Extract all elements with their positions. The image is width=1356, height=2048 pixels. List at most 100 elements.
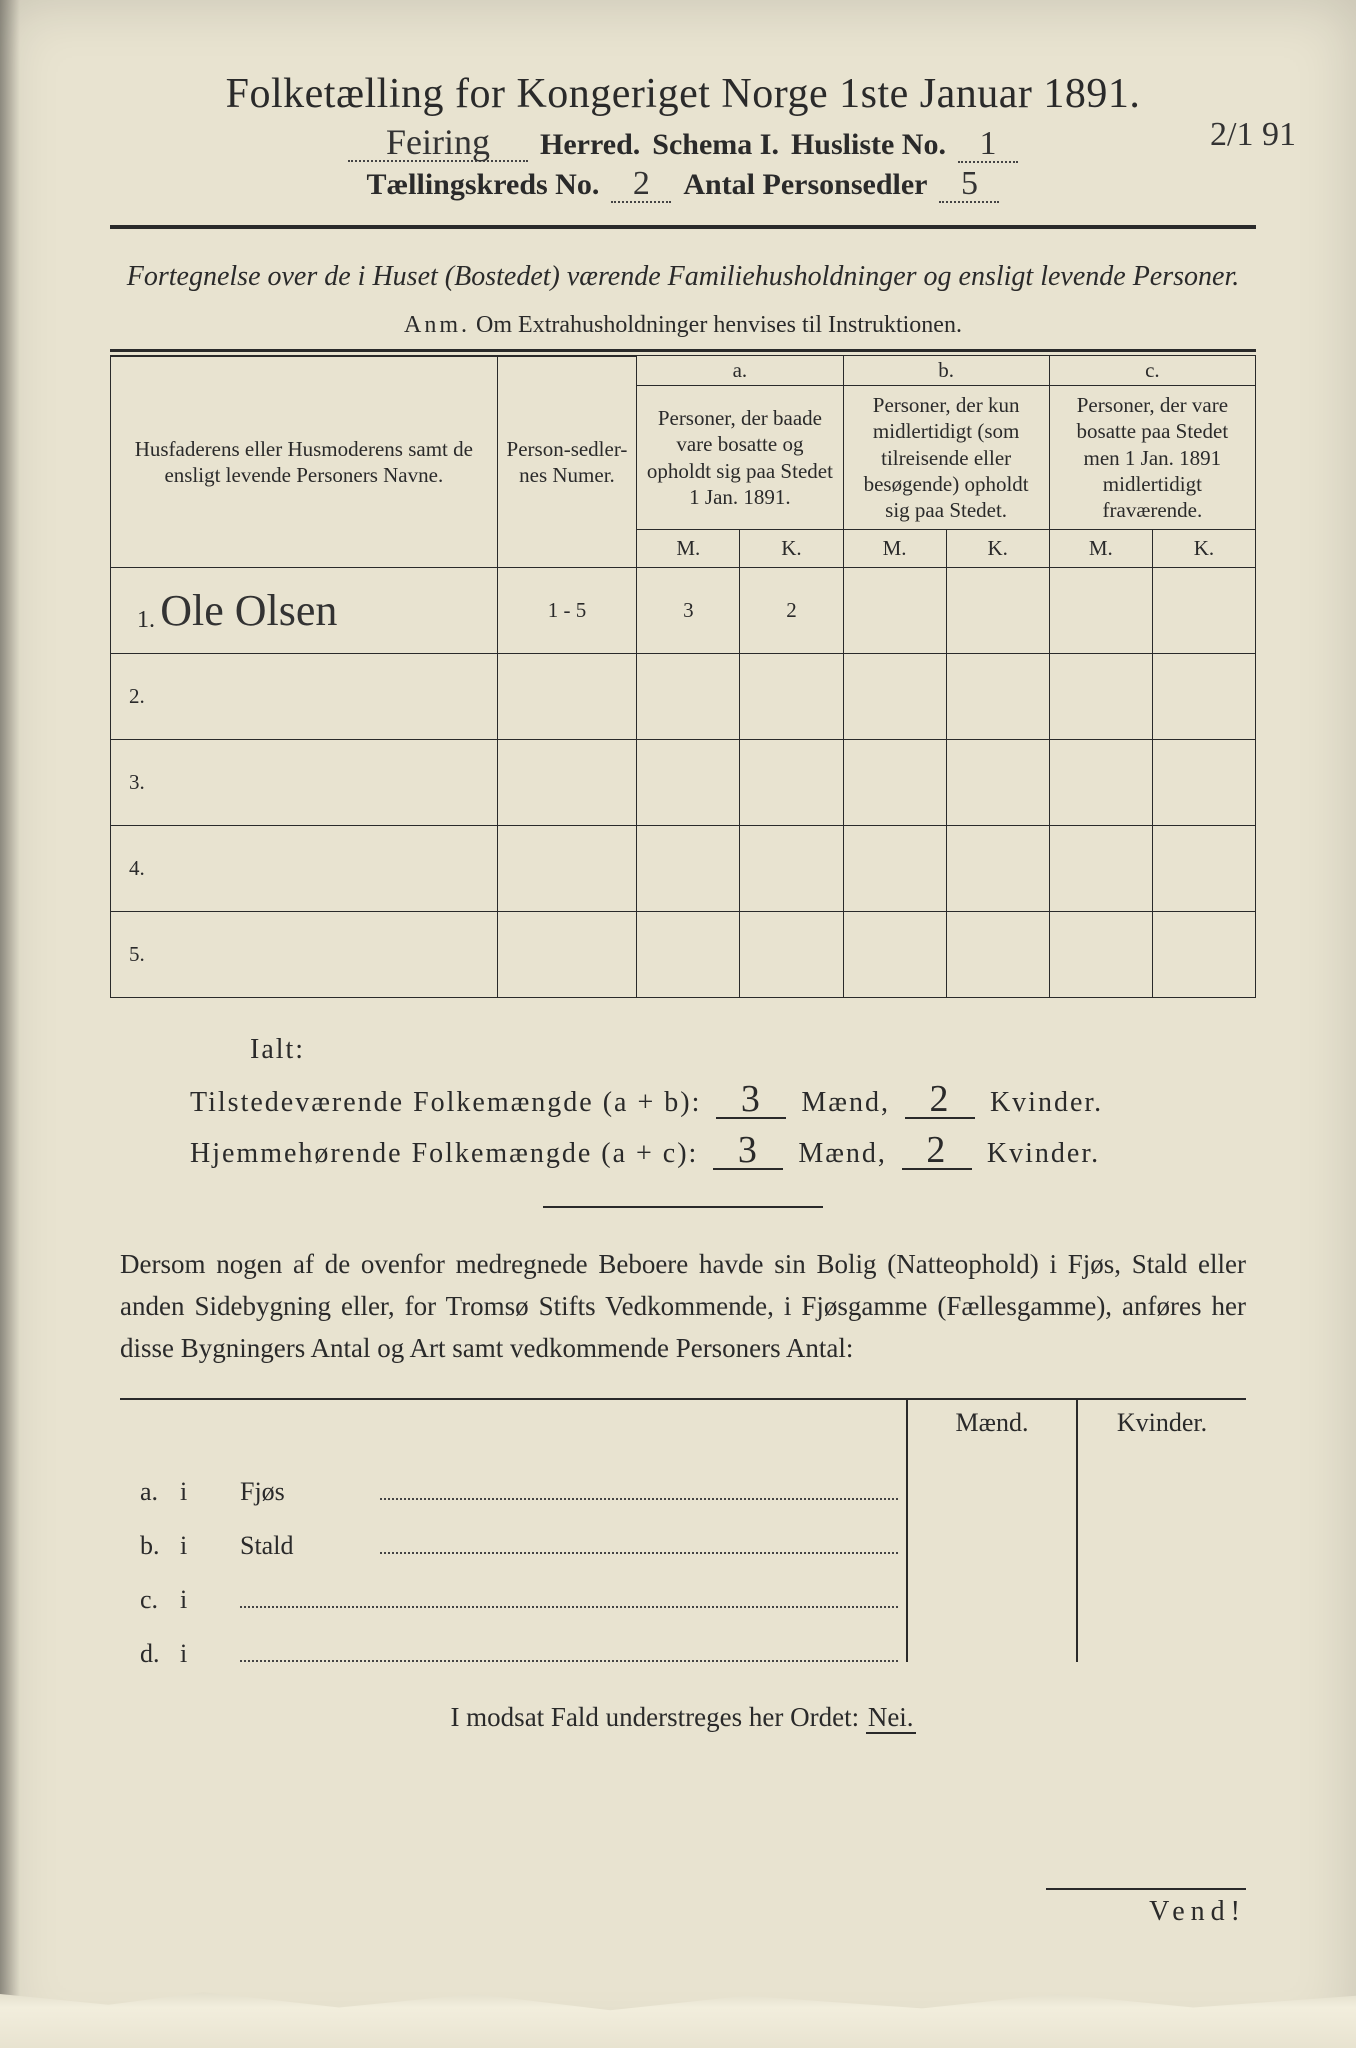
b-dots <box>380 1482 898 1500</box>
total-line-ab: Tilstedeværende Folkemængde (a + b): 3 M… <box>190 1082 1256 1119</box>
col-b-m: M. <box>843 530 946 568</box>
totals-block: Ialt: Tilstedeværende Folkemængde (a + b… <box>110 1034 1256 1170</box>
b-i: i <box>180 1585 240 1615</box>
b-cell-k <box>1076 1446 1246 1500</box>
cell <box>637 740 740 826</box>
table-body: 1. Ole Olsen 1 - 5 3 2 2. 3. 4. <box>111 568 1256 998</box>
b-cell-m <box>906 1500 1076 1554</box>
cell <box>1049 740 1152 826</box>
cell <box>637 912 740 998</box>
col-header-num: Person-sedler-nes Numer. <box>497 356 637 568</box>
cell <box>946 740 1049 826</box>
cell <box>843 740 946 826</box>
page-title: Folketælling for Kongeriget Norge 1ste J… <box>110 70 1256 118</box>
building-maend-header: Mænd. <box>906 1400 1076 1446</box>
cell-name: 3. <box>111 740 498 826</box>
table-row: 1. Ole Olsen 1 - 5 3 2 <box>111 568 1256 654</box>
cell-num <box>497 654 637 740</box>
building-row: d. i <box>120 1608 1246 1662</box>
herred-value: Feiring <box>348 124 528 162</box>
b-dots <box>240 1590 898 1608</box>
building-table: Mænd. Kvinder. a. i Fjøs b. i Stald c. i <box>120 1398 1246 1662</box>
kreds-label: Tællingskreds No. <box>367 168 600 202</box>
cell-ak: 2 <box>740 568 843 654</box>
table-row: 2. <box>111 654 1256 740</box>
header-line-1: Feiring Herred. Schema I. Husliste No. 1… <box>110 124 1256 163</box>
cell <box>740 826 843 912</box>
ac-label: Hjemmehørende Folkemængde (a + c): <box>190 1138 698 1169</box>
cell <box>843 912 946 998</box>
b-cell-k <box>1076 1608 1246 1662</box>
ab-label: Tilstedeværende Folkemængde (a + b): <box>190 1087 701 1118</box>
b-cell-k <box>1076 1500 1246 1554</box>
cell-num <box>497 912 637 998</box>
building-row: a. i Fjøs <box>120 1446 1246 1500</box>
cell <box>1152 654 1255 740</box>
cell-name: 2. <box>111 654 498 740</box>
b-lbl: d. <box>120 1639 180 1669</box>
ac-k-value: 2 <box>902 1133 972 1169</box>
col-header-b: Personer, der kun midlertidigt (som tilr… <box>843 386 1049 530</box>
col-label-b: b. <box>843 356 1049 386</box>
table-row: 5. <box>111 912 1256 998</box>
cell <box>1152 740 1255 826</box>
anm-text: Om Extrahusholdninger henvises til Instr… <box>476 312 962 338</box>
cell-am: 3 <box>637 568 740 654</box>
building-header: Mænd. Kvinder. <box>120 1398 1246 1446</box>
nei-pre: I modsat Fald understreges her Ordet: <box>450 1702 859 1732</box>
date-annotation: 2/1 91 <box>1210 116 1296 154</box>
cell <box>946 912 1049 998</box>
col-header-a: Personer, der baade vare bosatte og opho… <box>637 386 843 530</box>
husliste-value: 1 <box>958 127 1018 163</box>
cell-bk <box>946 568 1049 654</box>
building-kvinder-header: Kvinder. <box>1076 1400 1246 1446</box>
cell-name: 1. Ole Olsen <box>111 568 498 654</box>
name-value: Ole Olsen <box>160 586 337 635</box>
b-cell-m <box>906 1446 1076 1500</box>
col-b-k: K. <box>946 530 1049 568</box>
herred-label: Herred. <box>540 128 640 162</box>
mid-divider <box>543 1206 823 1208</box>
cell <box>843 826 946 912</box>
col-a-k: K. <box>740 530 843 568</box>
cell <box>637 654 740 740</box>
cell <box>740 912 843 998</box>
nei-line: I modsat Fald understreges her Ordet: Ne… <box>110 1702 1256 1733</box>
household-table: Husfaderens eller Husmoderens samt de en… <box>110 356 1256 999</box>
cell-num <box>497 826 637 912</box>
ab-m-value: 3 <box>716 1082 786 1118</box>
b-cell-m <box>906 1608 1076 1662</box>
husliste-label: Husliste No. <box>791 128 946 162</box>
cell <box>946 826 1049 912</box>
ialt-label: Ialt: <box>250 1034 1256 1066</box>
col-c-m: M. <box>1049 530 1152 568</box>
table-row: 3. <box>111 740 1256 826</box>
b-name: Stald <box>240 1531 380 1561</box>
cell-cm <box>1049 568 1152 654</box>
b-cell-k <box>1076 1554 1246 1608</box>
anm-label: Anm. <box>404 312 470 338</box>
building-row: b. i Stald <box>120 1500 1246 1554</box>
b-lbl: b. <box>120 1531 180 1561</box>
b-lbl: a. <box>120 1477 180 1507</box>
table-row: 4. <box>111 826 1256 912</box>
cell <box>1049 912 1152 998</box>
building-row: c. i <box>120 1554 1246 1608</box>
ab-k-value: 2 <box>905 1082 975 1118</box>
nei-word: Nei. <box>866 1702 916 1734</box>
kreds-value: 2 <box>611 167 671 203</box>
b-lbl: c. <box>120 1585 180 1615</box>
cell-num: 1 - 5 <box>497 568 637 654</box>
divider <box>110 225 1256 229</box>
cell <box>1049 654 1152 740</box>
kvinder-label: Kvinder. <box>987 1138 1100 1169</box>
col-label-a: a. <box>637 356 843 386</box>
form-subtitle: Fortegnelse over de i Huset (Bostedet) v… <box>110 257 1256 298</box>
row-num: 1. <box>119 607 155 633</box>
cell-bm <box>843 568 946 654</box>
ac-m-value: 3 <box>713 1133 783 1169</box>
header-line-2: Tællingskreds No. 2 Antal Personsedler 5 <box>110 167 1256 203</box>
torn-edge <box>0 1958 1356 2048</box>
cell <box>637 826 740 912</box>
cell-ck <box>1152 568 1255 654</box>
